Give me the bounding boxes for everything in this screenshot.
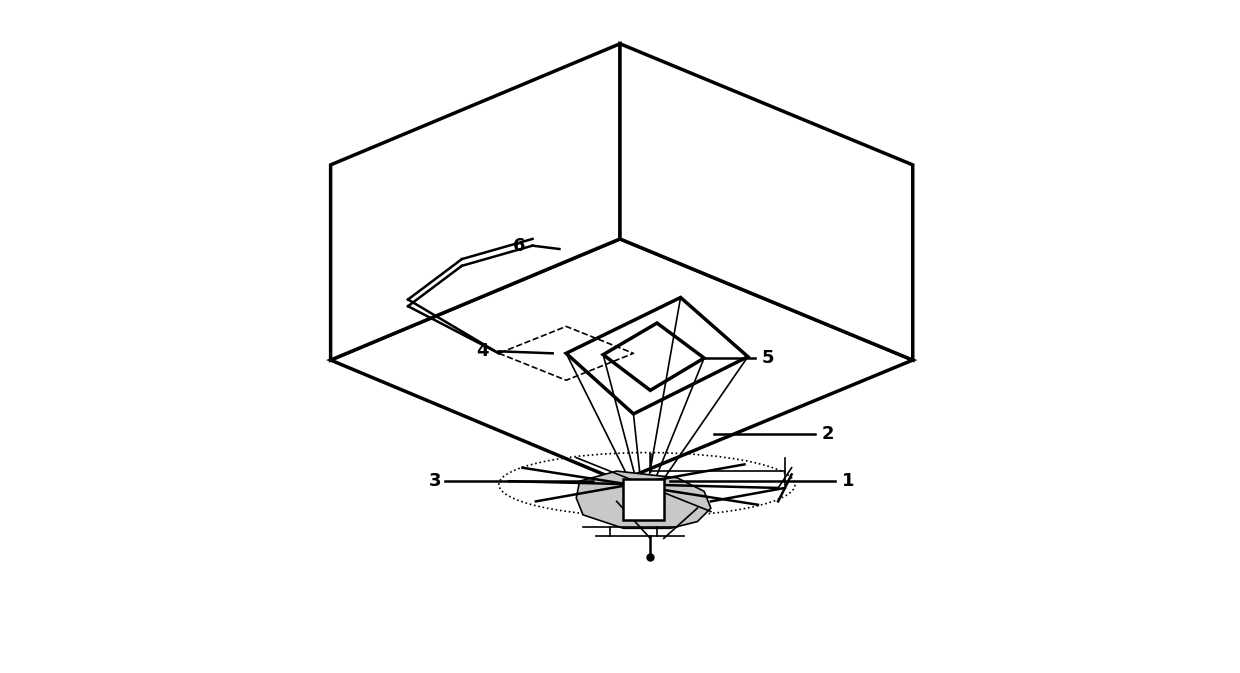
Text: 5: 5 bbox=[761, 349, 774, 367]
Polygon shape bbox=[331, 239, 913, 481]
Polygon shape bbox=[620, 44, 913, 360]
FancyBboxPatch shape bbox=[624, 479, 665, 520]
Text: 6: 6 bbox=[513, 237, 526, 254]
Text: 1: 1 bbox=[842, 472, 854, 490]
Text: 3: 3 bbox=[429, 472, 441, 490]
Text: 2: 2 bbox=[822, 425, 835, 443]
Text: 4: 4 bbox=[476, 343, 489, 360]
Polygon shape bbox=[577, 471, 711, 528]
Polygon shape bbox=[331, 44, 620, 360]
